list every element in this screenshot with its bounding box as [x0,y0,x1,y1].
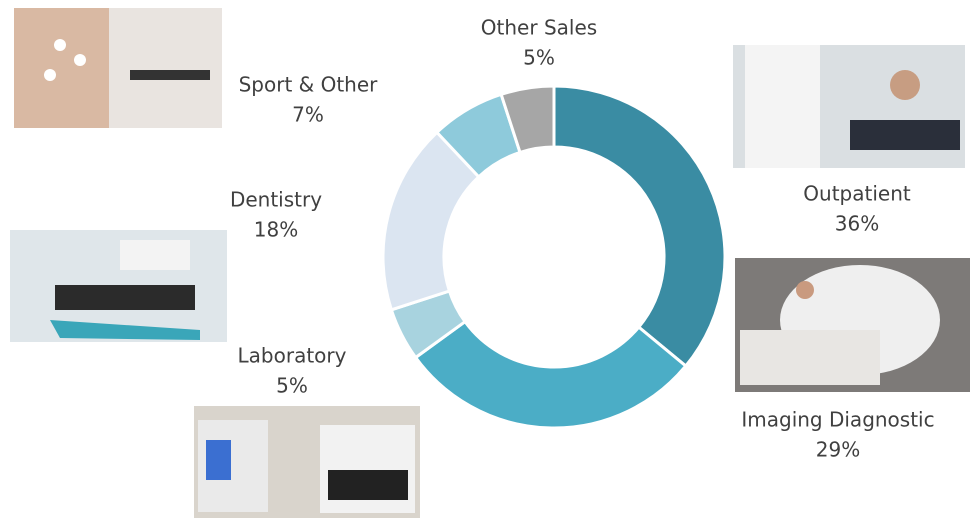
category-label: Outpatient [803,182,911,206]
photo-sport [14,8,222,128]
value-label: 36% [835,212,879,236]
donut-slice [416,322,686,428]
photo-dentistry [10,230,227,342]
value-label: 5% [523,46,555,70]
category-label: Laboratory [238,344,347,368]
chart: Outpatient 36% Imaging Diagnostic 29% Labora… [0,0,972,519]
category-label: Imaging Diagnostic [741,408,934,432]
photo-laboratory [194,406,420,518]
category-label: Dentistry [230,188,322,212]
value-label: 29% [816,438,860,462]
photo-outpatient [733,45,965,168]
photo-imaging [735,258,970,392]
value-label: 7% [292,103,324,127]
value-label: 5% [276,374,308,398]
donut-slice [554,86,725,366]
value-label: 18% [254,218,298,242]
category-label: Other Sales [481,16,597,40]
category-label: Sport & Other [239,73,379,97]
